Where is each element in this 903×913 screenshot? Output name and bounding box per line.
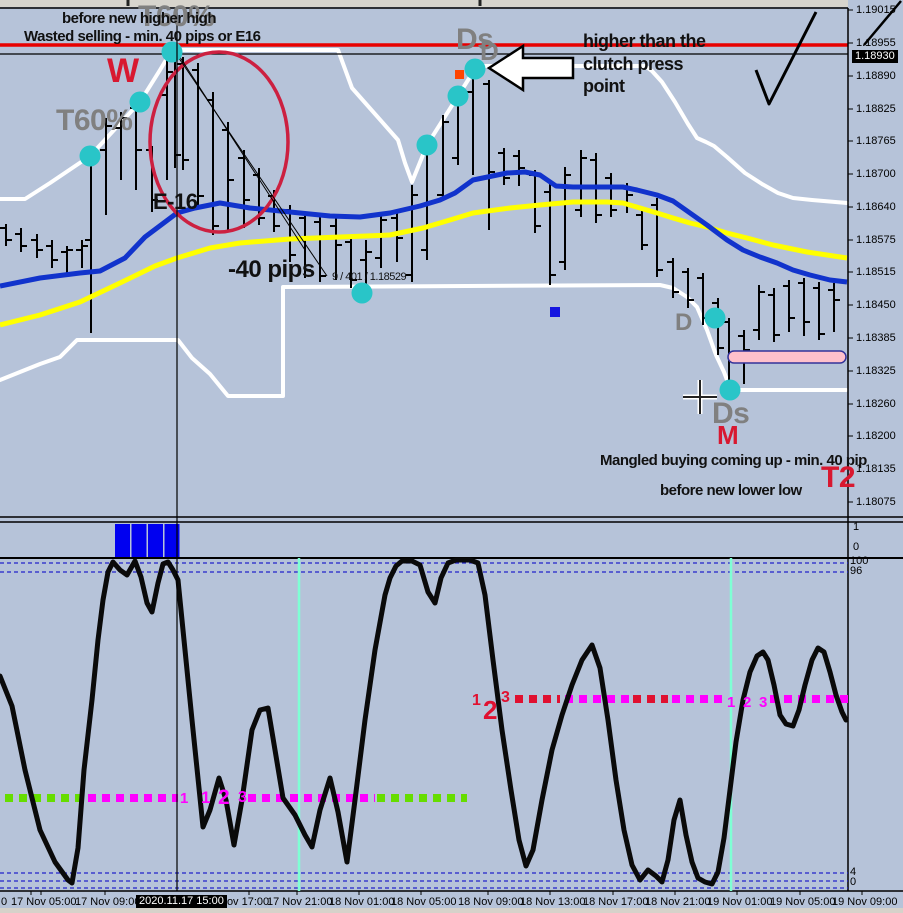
chart-shift-marker xyxy=(478,0,482,6)
price-axis-label: 1.18075 xyxy=(856,496,896,508)
annotation-m-low-label: M xyxy=(717,420,739,450)
white-channel-line-1 xyxy=(170,48,484,184)
ma-blue-line xyxy=(0,169,848,289)
checkmark-tail xyxy=(863,0,902,46)
time-axis-label: 17 Nov 21:00 xyxy=(267,896,333,908)
oscillator-line xyxy=(0,557,849,887)
histogram-bar xyxy=(148,524,163,557)
window-top-strip xyxy=(0,0,848,7)
price-axis-current-price: 1.18930 xyxy=(852,50,898,63)
annotation-ind-count-upper-red-1: 1 xyxy=(472,692,481,709)
price-axis-label: 1.18955 xyxy=(856,37,896,49)
annotation-ind-count-lower-2: 2 xyxy=(218,786,230,809)
ma-yellow-line xyxy=(0,199,848,328)
subpanel-axis-label: 0 xyxy=(853,541,860,553)
left-arrow xyxy=(486,43,575,93)
annotation-w-label: W xyxy=(107,52,139,90)
price-axis-label: 1.18325 xyxy=(856,365,896,377)
cyan-swing-dot xyxy=(447,85,469,107)
annotation-t60-top-label: T60% xyxy=(138,0,215,33)
indicator-axis-label: 0 xyxy=(850,876,857,888)
chart-shift-marker xyxy=(126,0,130,6)
cyan-swing-dot xyxy=(351,282,373,304)
drawn-ellipse xyxy=(148,50,290,234)
pink-zone-rect xyxy=(727,350,847,364)
time-axis-label: 19 Nov 01:00 xyxy=(707,896,773,908)
price-axis-label: 1.18575 xyxy=(856,234,896,246)
annotation-d-mid-label: D xyxy=(675,309,692,336)
cyan-swing-dot xyxy=(719,379,741,401)
annotation-ds-top-label: Ds xyxy=(456,23,494,56)
checkmark-icon xyxy=(754,11,818,106)
histogram-bar xyxy=(131,524,147,557)
annotation-ind-count-upper-mag-3: 3 xyxy=(759,694,767,711)
price-axis-label: 1.18450 xyxy=(856,299,896,311)
orange-signal-square xyxy=(455,70,464,79)
annotation-minus-40-pips-label: -40 pips xyxy=(228,256,315,283)
time-axis-label: 18 Nov 17:00 xyxy=(583,896,649,908)
time-axis-label: 18 Nov 13:00 xyxy=(520,896,586,908)
annotation-t2-label: T2 xyxy=(821,461,856,494)
price-axis-label: 1.18260 xyxy=(856,398,896,410)
time-axis-label: 18 Nov 21:00 xyxy=(645,896,711,908)
cyan-swing-dot xyxy=(464,58,486,80)
price-axis-label: 1.18135 xyxy=(856,463,896,475)
annotation-ind-count-upper-mag-1: 1 xyxy=(727,694,735,711)
blue-signal-square xyxy=(550,307,560,317)
annotation-note-clutch-press: higher than the clutch press point xyxy=(583,31,706,96)
time-axis-label: 17 Nov 09:00 xyxy=(75,896,141,908)
price-axis-label: 1.18890 xyxy=(856,70,896,82)
time-axis-label: 19 Nov 09:00 xyxy=(832,896,898,908)
annotation-ind-count-lower-1b: 1 xyxy=(201,788,210,807)
cyan-swing-dot xyxy=(704,307,726,329)
measure-trend-line xyxy=(173,47,306,251)
subpanel-axis-label: 1 xyxy=(853,521,860,533)
time-axis-label: 18 Nov 09:00 xyxy=(458,896,524,908)
price-axis-label: 1.18765 xyxy=(856,135,896,147)
white-channel-line-3 xyxy=(0,283,732,398)
white-channel-line-2 xyxy=(480,64,849,205)
annotation-note-before-new-lower-low: before new lower low xyxy=(660,482,802,499)
price-axis-label: 1.18700 xyxy=(856,168,896,180)
measure-trend-line xyxy=(171,47,328,277)
time-axis-label: 18 Nov 05:00 xyxy=(391,896,457,908)
price-axis-label: 1.18825 xyxy=(856,103,896,115)
histogram-bar xyxy=(115,524,130,557)
annotation-ind-count-lower-3: 3 xyxy=(238,789,247,806)
price-axis-label: 1.18640 xyxy=(856,201,896,213)
indicator-axis-label: 100 xyxy=(850,555,869,567)
time-axis-label: 17 Nov 05:00 xyxy=(11,896,77,908)
annotation-t60-left-label: T60% xyxy=(56,104,133,137)
annotation-ind-count-upper-red-2: 2 xyxy=(483,695,497,725)
cyan-swing-dot xyxy=(416,134,438,156)
time-axis-selected-time: 2020.11.17 15:00 xyxy=(136,895,227,908)
annotation-note-wasted-selling: Wasted selling - min. 40 pips or E16 xyxy=(24,28,261,45)
time-axis-label: 0 xyxy=(1,896,8,908)
annotation-crosshair-measure-label: 9 / 401 / 1.18529 xyxy=(332,271,407,283)
price-axis-label: 1.18200 xyxy=(856,430,896,442)
cyan-swing-dot xyxy=(129,91,151,113)
cyan-swing-dot xyxy=(79,145,101,167)
annotation-ds-low-label: Ds xyxy=(712,397,750,430)
time-axis-label: 18 Nov 01:00 xyxy=(329,896,395,908)
annotation-note-mangled-buying: Mangled buying coming up - min. 40 pip xyxy=(600,452,867,469)
annotation-note-before-new-higher-high: before new higher high xyxy=(62,10,217,27)
window-bottom-strip xyxy=(0,908,903,913)
time-axis-label: Nov 17:00 xyxy=(219,896,270,908)
annotation-ind-count-lower-1a: 1 xyxy=(180,790,188,807)
indicator-axis-label: 4 xyxy=(850,866,857,878)
annotation-d-top-label: D xyxy=(480,36,499,66)
price-axis-label: 1.18385 xyxy=(856,332,896,344)
time-axis-label: 19 Nov 05:00 xyxy=(770,896,836,908)
price-axis-label: 1.18515 xyxy=(856,266,896,278)
annotation-e16-label: E-16 xyxy=(153,189,198,214)
histogram-bar xyxy=(164,524,180,557)
annotation-ind-count-upper-mag-2: 2 xyxy=(743,694,751,711)
annotation-ind-count-upper-red-3: 3 xyxy=(501,689,510,706)
indicator-axis-label: 96 xyxy=(850,565,863,577)
price-axis-label: 1.19015 xyxy=(856,4,896,16)
